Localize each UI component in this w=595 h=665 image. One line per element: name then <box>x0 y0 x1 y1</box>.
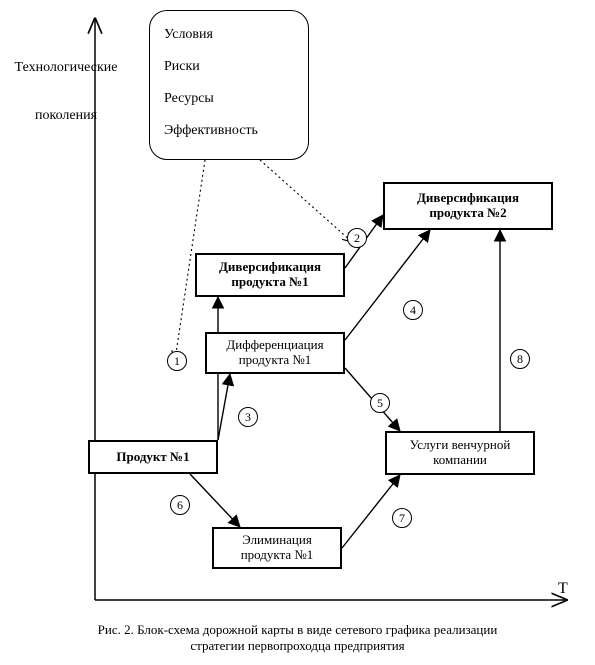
x-axis-label: T <box>558 580 568 598</box>
node-venture-services: Услуги венчурнойкомпании <box>385 431 535 475</box>
edge-label-5: 5 <box>370 393 390 413</box>
node-product-1: Продукт №1 <box>88 440 218 474</box>
edge-label-7: 7 <box>392 508 412 528</box>
node-elimination-1: Элиминацияпродукта №1 <box>212 527 342 569</box>
figure-caption: Рис. 2. Блок-схема дорожной карты в виде… <box>0 622 595 654</box>
edge-label-1: 1 <box>167 351 187 371</box>
node-diversification-2: Диверсификацияпродукта №2 <box>383 182 553 230</box>
y-axis-label-line2: поколения <box>6 108 126 124</box>
edge-label-2: 2 <box>347 228 367 248</box>
conditions-box: Условия Риски Ресурсы Эффективность <box>149 10 309 160</box>
figure-caption-line1: Рис. 2. Блок-схема дорожной карты в виде… <box>0 622 595 638</box>
conditions-item-4: Эффективность <box>164 123 258 139</box>
edge-label-6: 6 <box>170 495 190 515</box>
edge-label-4: 4 <box>403 300 423 320</box>
edge-label-8: 8 <box>510 349 530 369</box>
y-axis-label-line1: Технологические <box>6 60 126 76</box>
diagram-stage: Технологические поколения T Условия Риск… <box>0 0 595 665</box>
node-differentiation-1: Дифференциацияпродукта №1 <box>205 332 345 374</box>
conditions-item-1: Условия <box>164 27 213 43</box>
figure-caption-line2: стратегии первопроходца предприятия <box>0 638 595 654</box>
y-axis-label: Технологические поколения <box>6 28 126 156</box>
conditions-item-3: Ресурсы <box>164 91 214 107</box>
conditions-item-2: Риски <box>164 59 200 75</box>
node-diversification-1: Диверсификацияпродукта №1 <box>195 253 345 297</box>
edge-label-3: 3 <box>238 407 258 427</box>
